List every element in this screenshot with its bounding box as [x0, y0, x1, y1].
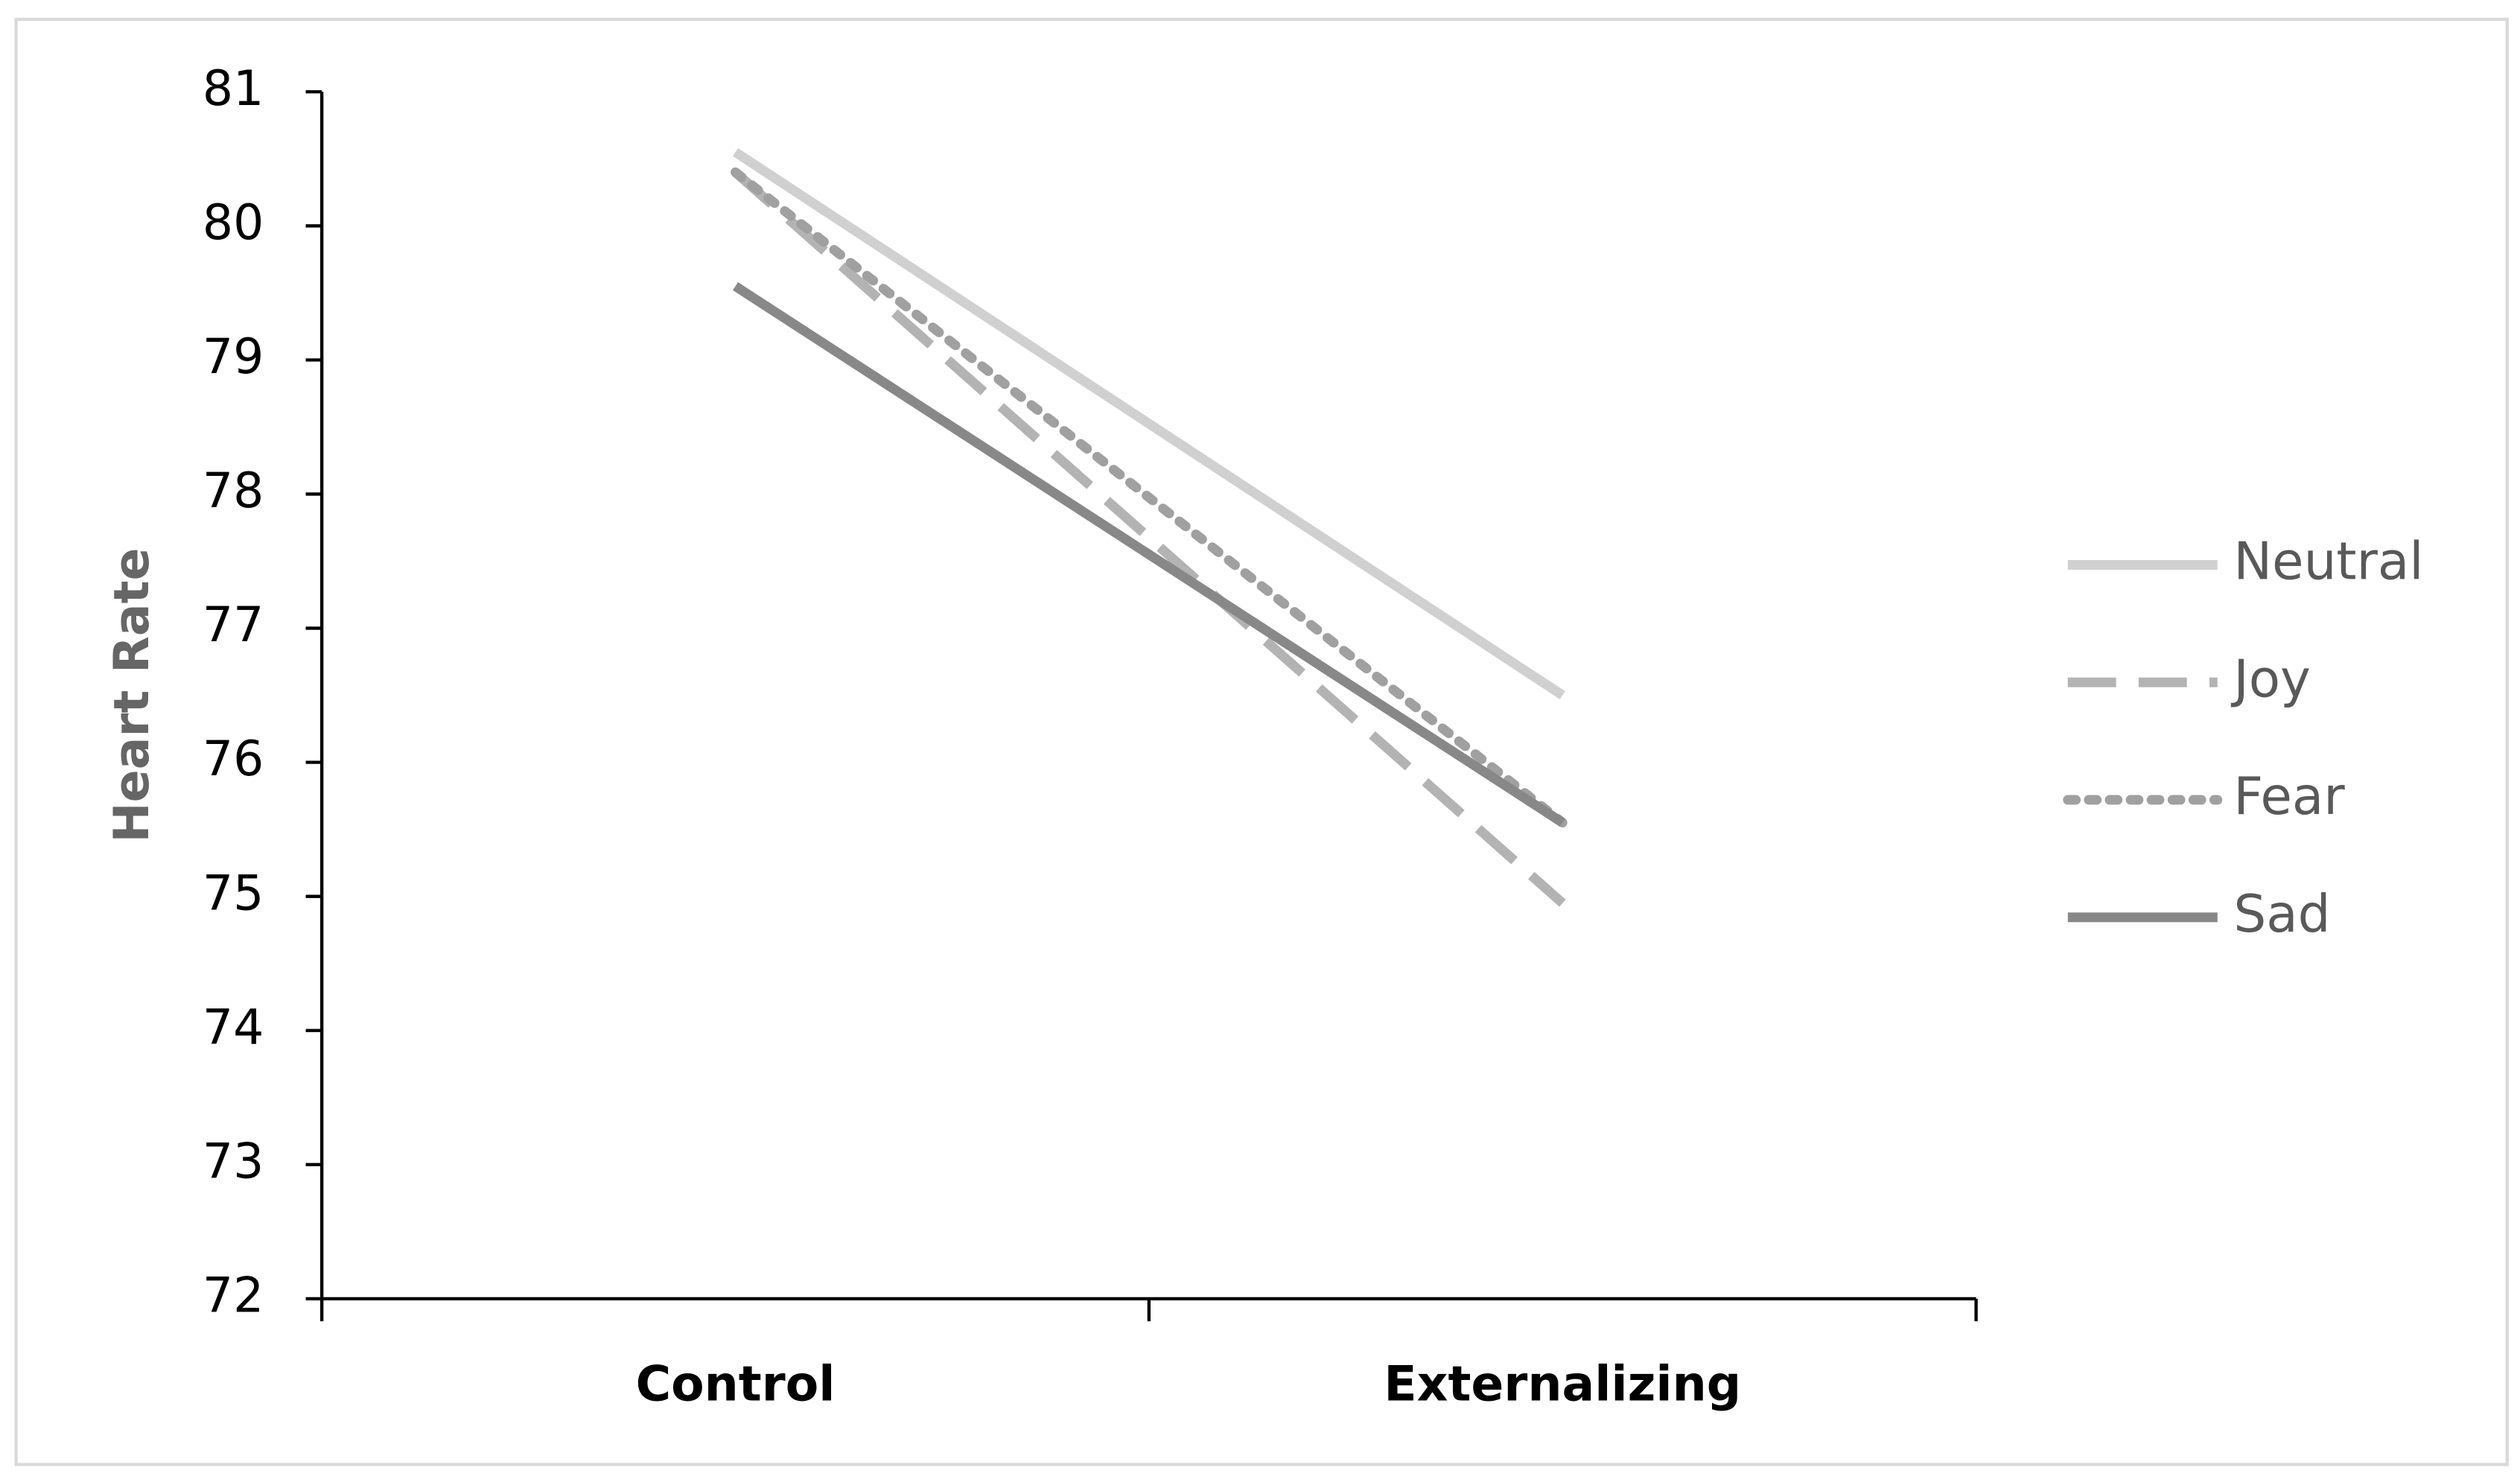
- y-tick-label: 77: [203, 597, 264, 653]
- legend-label: Sad: [2233, 885, 2330, 944]
- y-tick-label: 76: [203, 731, 264, 787]
- x-tick-label: Externalizing: [1384, 1356, 1741, 1412]
- y-tick-label: 72: [203, 1268, 264, 1323]
- y-tick-label: 75: [203, 865, 264, 921]
- y-axis-title: Heart Rate: [104, 548, 160, 843]
- series-line: [732, 147, 1565, 699]
- y-tick-label: 78: [203, 463, 264, 519]
- series-line: [732, 168, 1566, 907]
- chart-frame: [14, 17, 2509, 1466]
- y-tick-label: 81: [203, 61, 264, 117]
- y-tick-label: 74: [203, 999, 264, 1055]
- y-tick-label: 73: [203, 1133, 264, 1189]
- legend-label: Neutral: [2233, 532, 2423, 592]
- y-tick-label: 80: [203, 195, 264, 251]
- series-line: [733, 282, 1565, 827]
- legend-label: Joy: [2230, 649, 2311, 709]
- legend-label: Fear: [2233, 767, 2345, 827]
- y-tick-label: 79: [203, 329, 264, 385]
- x-tick-label: Control: [636, 1356, 836, 1412]
- series-line: [731, 167, 1568, 828]
